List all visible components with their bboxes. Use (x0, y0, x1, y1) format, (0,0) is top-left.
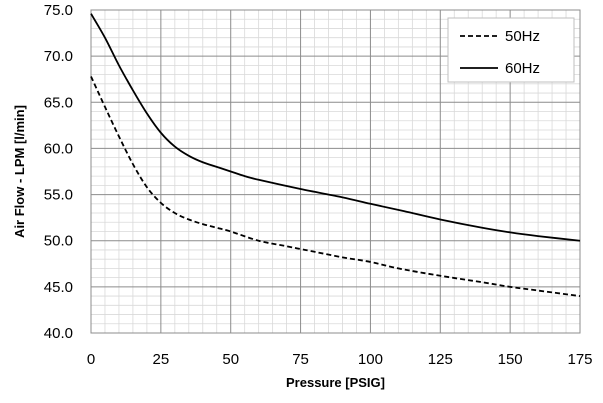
x-tick-label: 25 (153, 351, 170, 368)
x-axis-tick-labels: 0 25 50 75 100 125 150 175 (87, 351, 593, 368)
legend-label-60hz: 60Hz (505, 60, 540, 77)
x-tick-label: 100 (358, 351, 383, 368)
minor-grid (91, 10, 580, 333)
x-axis-title: Pressure [PSIG] (286, 375, 385, 390)
series-line-50hz (90, 76, 581, 297)
y-tick-label: 55.0 (44, 187, 73, 204)
y-tick-label: 45.0 (44, 279, 73, 296)
x-tick-label: 125 (428, 351, 453, 368)
y-axis-title: Air Flow - LPM [l/min] (12, 105, 27, 238)
y-axis-tick-labels: 40.0 45.0 50.0 55.0 60.0 65.0 70.0 75.0 (44, 2, 73, 342)
y-tick-label: 65.0 (44, 94, 73, 111)
legend-label-50hz: 50Hz (505, 28, 540, 45)
y-tick-label: 70.0 (44, 48, 73, 65)
x-tick-label: 0 (87, 351, 95, 368)
y-tick-label: 75.0 (44, 2, 73, 19)
x-tick-label: 175 (567, 351, 592, 368)
plot-area-border (90, 9, 581, 334)
y-tick-label: 60.0 (44, 140, 73, 157)
y-tick-label: 50.0 (44, 233, 73, 250)
series-line-60hz (90, 13, 581, 242)
y-tick-label: 40.0 (44, 325, 73, 342)
series-layer (90, 13, 581, 297)
x-tick-label: 150 (498, 351, 523, 368)
x-tick-label: 50 (222, 351, 239, 368)
legend: 50Hz 60Hz (447, 17, 575, 83)
x-tick-label: 75 (292, 351, 309, 368)
legend-box (447, 17, 575, 83)
